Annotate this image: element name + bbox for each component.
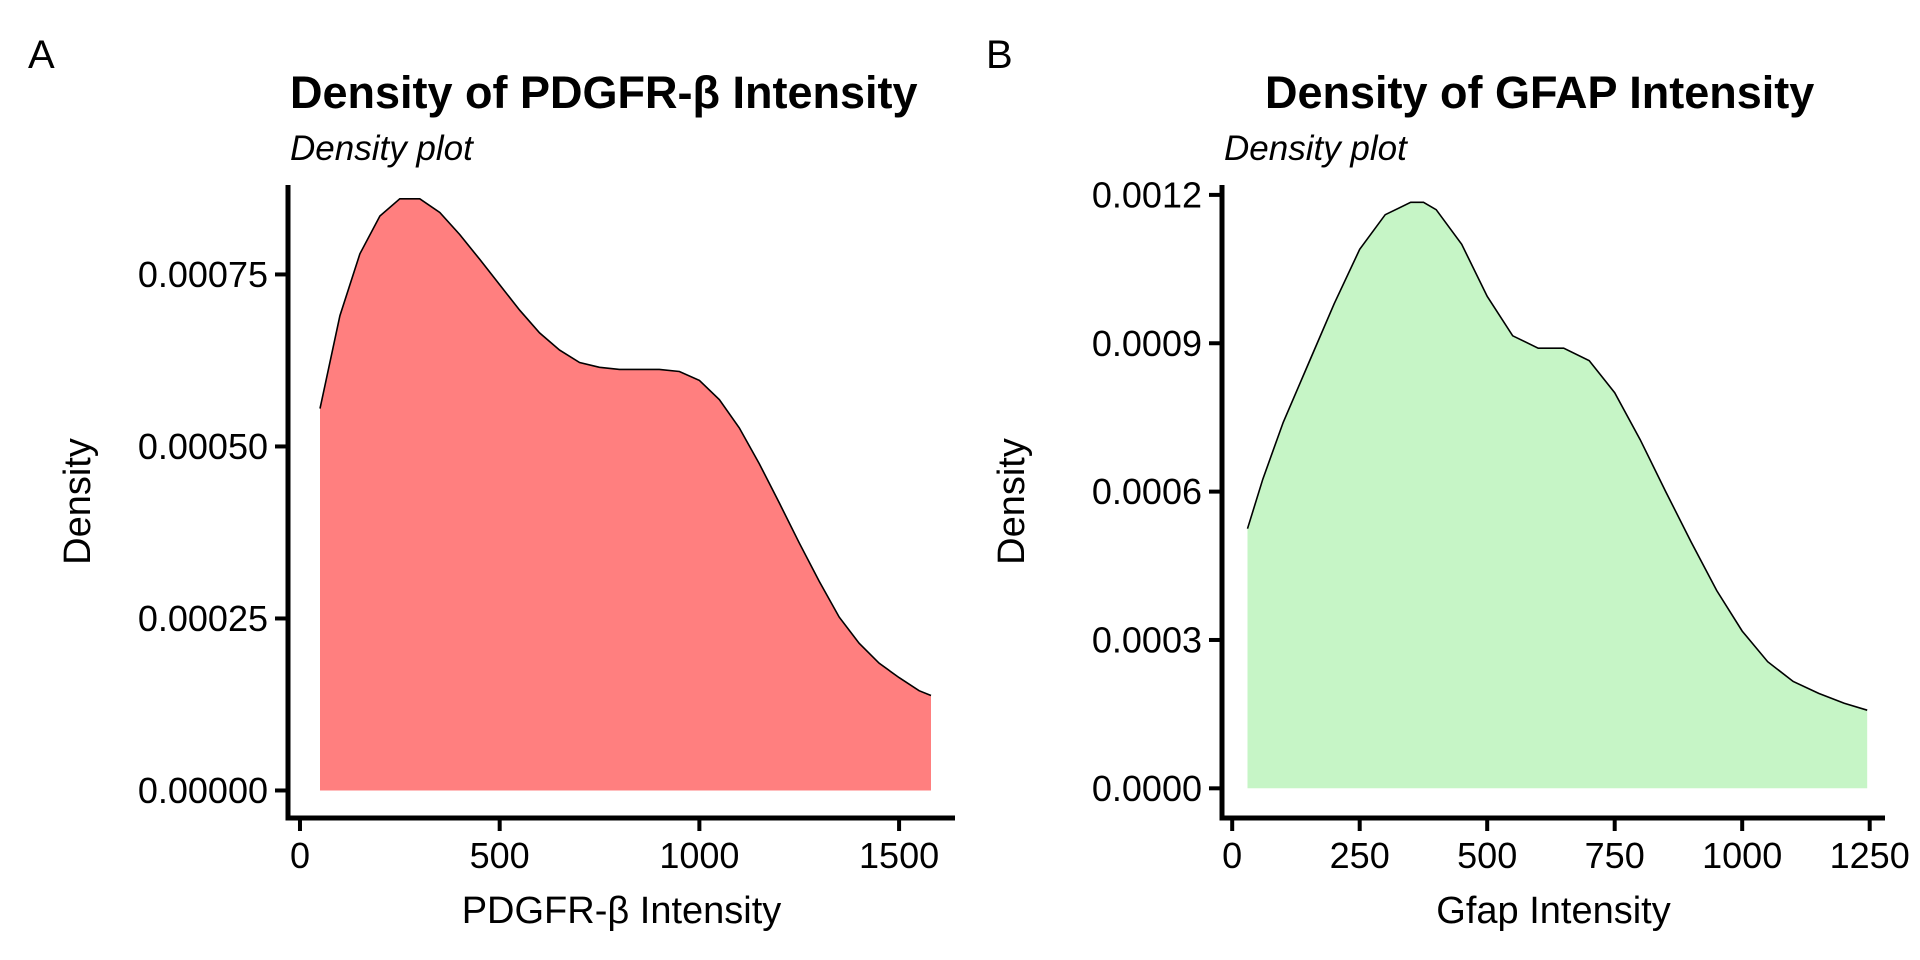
x-tick-label: 1000: [1702, 835, 1782, 876]
panel-label: A: [28, 33, 55, 77]
panel-label: B: [986, 33, 1013, 77]
density-curve: [319, 198, 932, 697]
chart-panel-b: 0.0000 0.0003 0.0006 0.0009 0.0012 0 250 500 750…: [986, 33, 1910, 932]
x-axis-title: Gfap Intensity: [1436, 890, 1670, 932]
y-tick-label: 0.00025: [138, 598, 268, 639]
x-axis-title: PDGFR-β Intensity: [462, 890, 782, 932]
y-tick-label: 0.0009: [1092, 323, 1202, 364]
x-tick-label: 1500: [859, 835, 939, 876]
chart-title: Density of GFAP Intensity: [1265, 67, 1814, 118]
y-tick-label: 0.0006: [1092, 471, 1202, 512]
x-tick-label: 500: [1457, 835, 1517, 876]
y-tick-label: 0.00050: [138, 426, 268, 467]
chart-title: Density of PDGFR-β Intensity: [290, 67, 918, 118]
chart-subtitle: Density plot: [290, 129, 474, 168]
y-tick-label: 0.0000: [1092, 768, 1202, 809]
density-curve: [1246, 201, 1868, 711]
density-area: [1247, 202, 1868, 789]
chart-subtitle: Density plot: [1224, 129, 1408, 168]
x-tick-label: 500: [470, 835, 530, 876]
density-area: [320, 198, 931, 791]
y-tick-label: 0.0003: [1092, 619, 1202, 660]
x-tick-label: 0: [1222, 835, 1242, 876]
x-tick-label: 250: [1330, 835, 1390, 876]
x-tick-label: 1250: [1830, 835, 1910, 876]
y-tick-label: 0.00075: [138, 254, 268, 295]
y-tick-label: 0.0012: [1092, 174, 1202, 215]
x-tick-label: 1000: [659, 835, 739, 876]
x-tick-label: 0: [290, 835, 310, 876]
x-tick-label: 750: [1585, 835, 1645, 876]
y-axis-title: Density: [57, 438, 99, 565]
chart-panel-a: 0.00000 0.00025 0.00050 0.00075 0 500 1000 1500…: [28, 33, 955, 932]
y-tick-label: 0.00000: [138, 770, 268, 811]
y-axis-title: Density: [991, 438, 1033, 565]
